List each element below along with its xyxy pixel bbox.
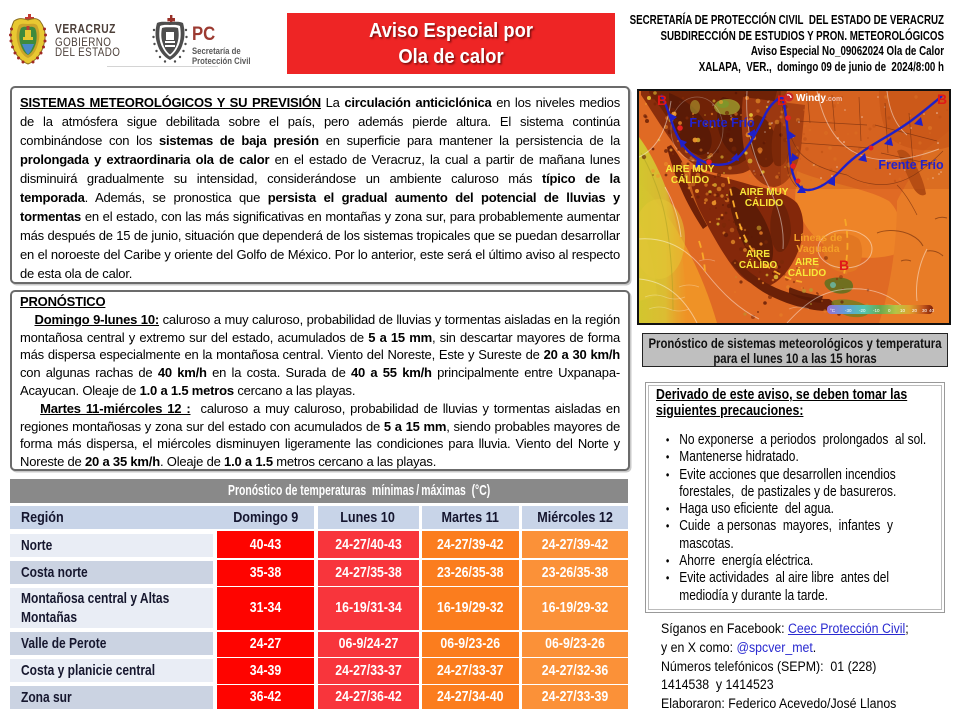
svg-text:B: B <box>839 257 849 273</box>
svg-text:Frente Frío: Frente Frío <box>878 158 944 172</box>
svg-text:B: B <box>777 92 787 108</box>
svg-text:°C: °C <box>830 308 836 313</box>
svg-text:B: B <box>937 91 947 107</box>
svg-text:10: 10 <box>900 308 906 313</box>
svg-text:-20: -20 <box>859 308 866 313</box>
svg-text:CÁLIDO: CÁLIDO <box>788 266 827 279</box>
svg-text:CÁLIDO: CÁLIDO <box>745 196 784 209</box>
svg-text:20: 20 <box>912 308 918 313</box>
svg-text:AIRE MUY: AIRE MUY <box>666 164 715 175</box>
svg-text:B: B <box>657 92 667 108</box>
svg-text:AIRE: AIRE <box>795 257 819 268</box>
svg-text:AIRE: AIRE <box>746 249 770 260</box>
svg-text:-30: -30 <box>845 308 852 313</box>
svg-text:-10: -10 <box>873 308 880 313</box>
svg-text:30: 30 <box>922 308 928 313</box>
svg-text:Vaguada: Vaguada <box>796 243 839 255</box>
svg-text:Líneas de: Líneas de <box>794 232 843 244</box>
svg-text:Windy.com: Windy.com <box>796 93 842 104</box>
svg-text:AIRE MUY: AIRE MUY <box>740 187 789 198</box>
svg-text:Frente Frío: Frente Frío <box>689 116 755 130</box>
svg-text:0: 0 <box>888 308 891 313</box>
svg-text:40: 40 <box>929 308 935 313</box>
svg-text:CÁLIDO: CÁLIDO <box>671 173 710 186</box>
svg-text:CÁLIDO: CÁLIDO <box>739 258 778 271</box>
